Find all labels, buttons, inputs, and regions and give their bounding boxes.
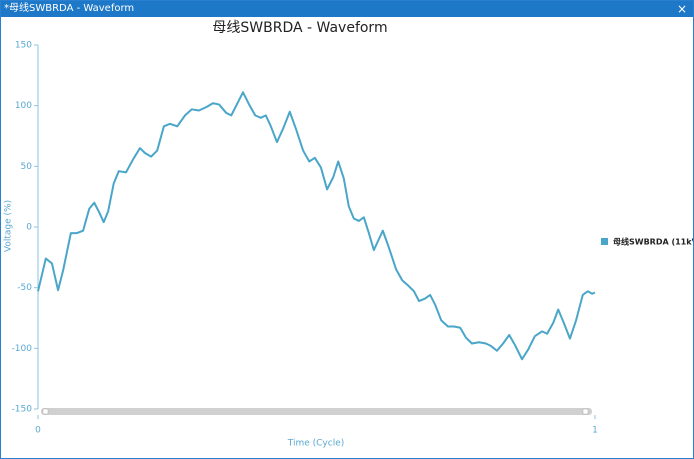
scroll-handle[interactable]	[42, 408, 49, 415]
y-tick-label: -150	[12, 405, 33, 415]
title-bar: *母线SWBRDA - Waveform ×	[1, 1, 693, 17]
y-tick-label: -100	[12, 344, 33, 354]
line	[37, 91, 596, 361]
close-button[interactable]: ×	[676, 2, 687, 16]
y-axis-label: Voltage (%)	[4, 200, 14, 252]
y-tick-label: 50	[21, 162, 33, 172]
y-tick-label: 150	[15, 41, 32, 51]
scrollbar[interactable]	[41, 408, 592, 415]
y-tick-label: 100	[15, 101, 32, 111]
y-tick-label: -50	[17, 283, 32, 293]
window-title: *母线SWBRDA - Waveform	[4, 3, 135, 14]
x-axis-label: Time (Cycle)	[287, 439, 345, 449]
y-tick-label: 0	[26, 223, 32, 233]
scroll-handle[interactable]	[582, 408, 589, 415]
chart-title: 母线SWBRDA - Waveform	[212, 20, 387, 36]
x-tick-label: 0	[35, 426, 41, 436]
legend-label: 母线SWBRDA (11kV)	[613, 237, 693, 247]
chart: 母线SWBRDA - Waveform Voltage (%) Time (Cy…	[4, 20, 694, 449]
legend-swatch	[601, 238, 608, 245]
x-tick-label: 1	[592, 426, 598, 436]
